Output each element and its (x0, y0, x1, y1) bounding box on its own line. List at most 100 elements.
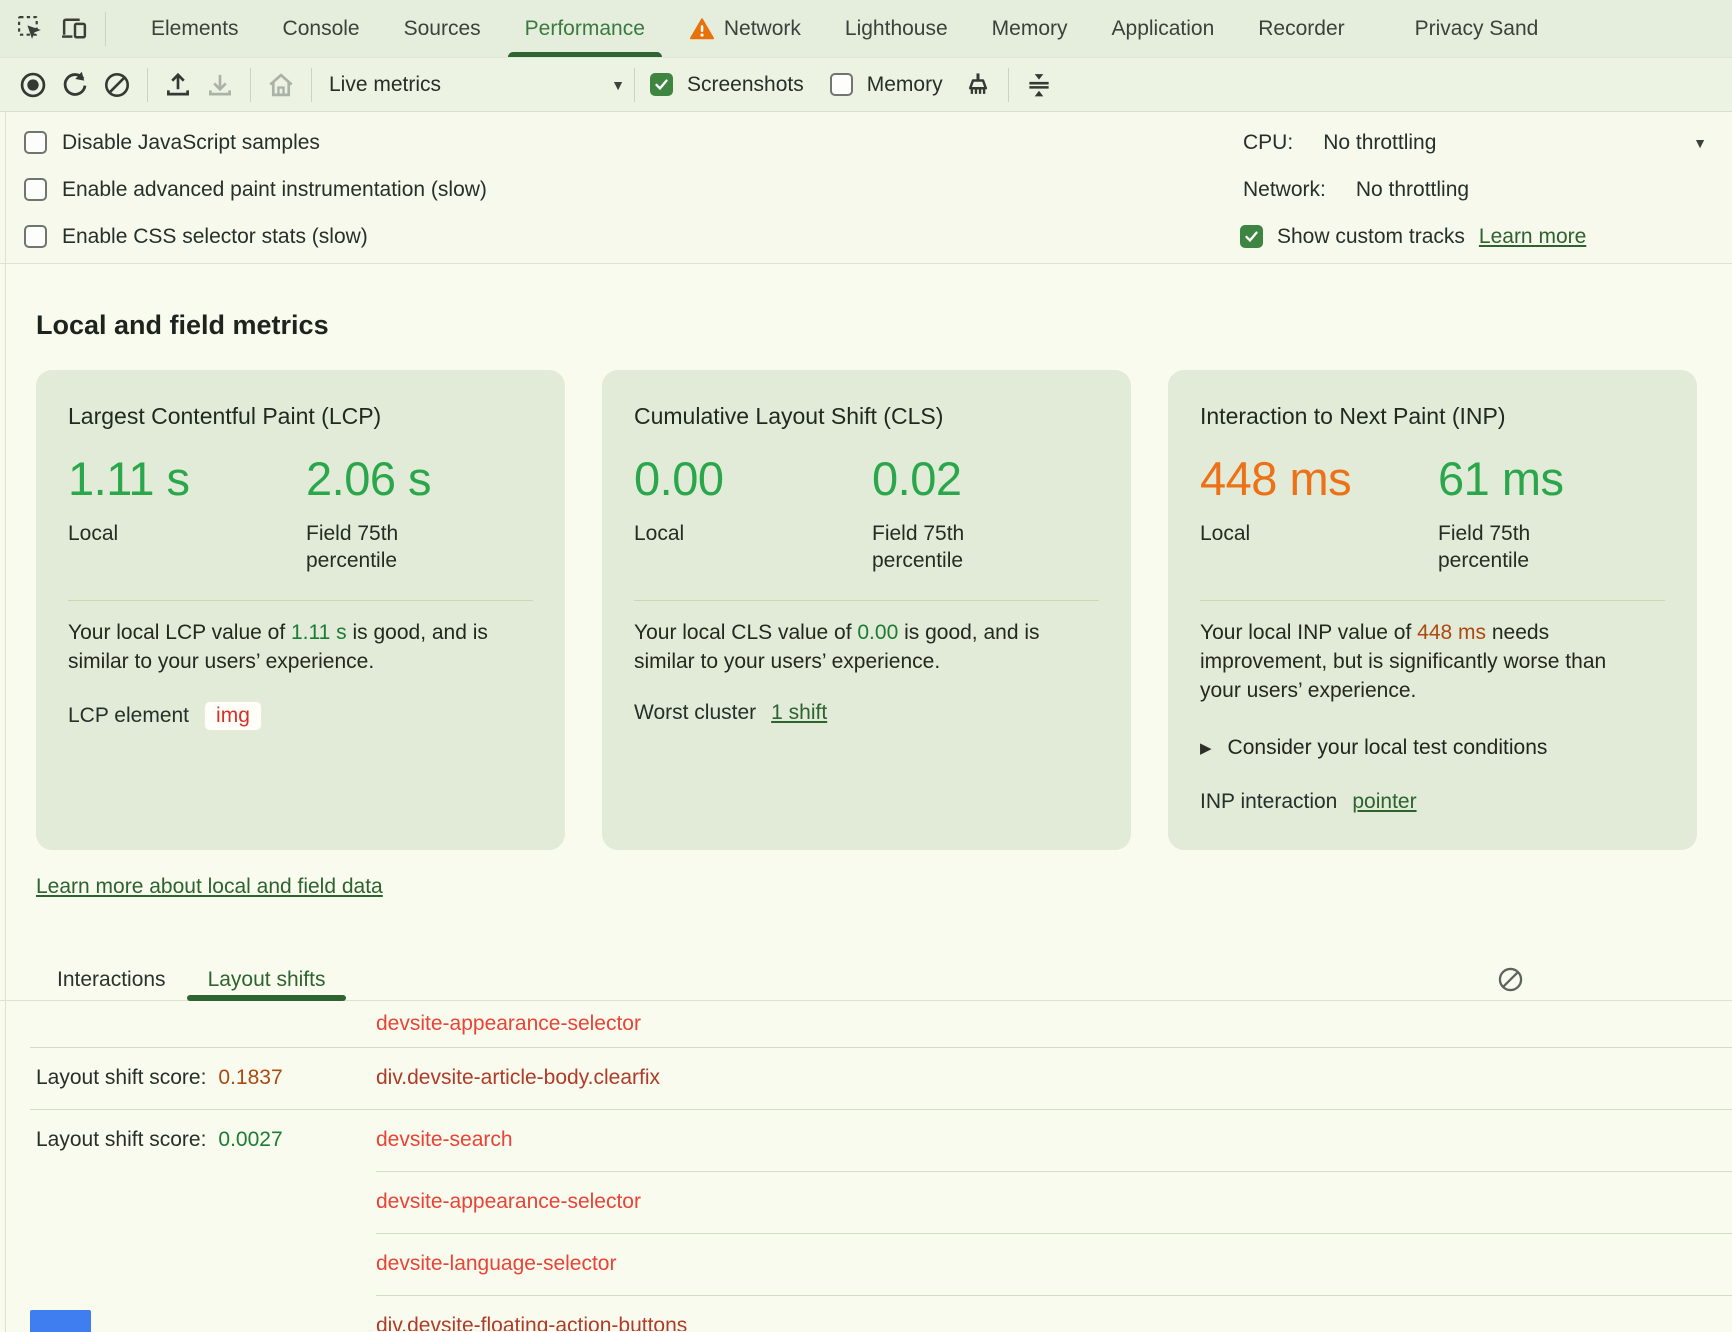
toolbar-divider (105, 12, 106, 46)
cls-card-title: Cumulative Layout Shift (CLS) (634, 403, 1099, 430)
inp-local-conditions-disclosure[interactable]: ▶ Consider your local test conditions (1200, 736, 1665, 760)
throttling-settings: CPU: No throttling ▼ Network: No throttl… (1243, 119, 1713, 260)
tab-sources[interactable]: Sources (382, 0, 503, 57)
inp-card-title: Interaction to Next Paint (INP) (1200, 403, 1665, 430)
save-profile-button[interactable] (199, 64, 241, 106)
active-tab-underline (508, 52, 662, 57)
lcp-element-node-chip[interactable]: img (204, 701, 262, 731)
inp-card: Interaction to Next Paint (INP) 448 ms L… (1168, 370, 1697, 850)
memory-toggle[interactable]: Memory (830, 73, 943, 97)
clear-log-button[interactable] (1496, 965, 1525, 994)
cls-worst-cluster-link[interactable]: 1 shift (771, 701, 827, 725)
layout-shift-row[interactable]: Layout shift score: 0.1837 div.devsite-a… (0, 1047, 1732, 1109)
tab-application[interactable]: Application (1090, 0, 1237, 57)
tab-label: Interactions (57, 968, 166, 992)
collect-garbage-button[interactable] (957, 64, 999, 106)
layout-shift-row[interactable]: div.devsite-floating-action-buttons (0, 1295, 1732, 1331)
record-button[interactable] (12, 64, 54, 106)
screenshots-label: Screenshots (687, 73, 804, 97)
advanced-paint-checkbox[interactable] (24, 178, 47, 201)
tab-label: Elements (151, 17, 239, 41)
inp-field-value: 61 ms (1438, 453, 1665, 505)
block-icon (102, 70, 132, 100)
tab-network[interactable]: Network (667, 0, 823, 57)
cls-local-label: Local (634, 520, 779, 547)
network-label: Network: (1243, 178, 1326, 202)
tab-label: Network (724, 17, 801, 41)
cls-desc-value: 0.00 (857, 621, 898, 644)
lcp-desc-text: Your local LCP value of (68, 621, 291, 644)
shift-score-label: Layout shift score: (36, 1128, 206, 1152)
css-selector-stats-checkbox[interactable] (24, 225, 47, 248)
network-throttling-select[interactable]: No throttling (1356, 178, 1469, 202)
screenshots-toggle[interactable]: Screenshots (650, 73, 804, 97)
tab-privacy-sandbox[interactable]: Privacy Sand (1393, 0, 1561, 57)
cpu-throttling-select[interactable]: No throttling (1323, 131, 1436, 155)
selection-fragment (30, 1310, 91, 1332)
clear-button[interactable] (96, 64, 138, 106)
load-profile-button[interactable] (157, 64, 199, 106)
memory-checkbox[interactable] (830, 73, 853, 96)
lcp-desc-value: 1.11 s (291, 621, 347, 644)
inp-local-value: 448 ms (1200, 453, 1438, 505)
card-separator (1200, 600, 1665, 601)
tab-performance[interactable]: Performance (503, 0, 667, 57)
learn-more-local-field-link[interactable]: Learn more about local and field data (36, 875, 383, 899)
toolbar-divider (147, 68, 148, 102)
custom-tracks-checkbox[interactable] (1240, 225, 1263, 248)
card-separator (634, 600, 1099, 601)
tab-interactions[interactable]: Interactions (36, 959, 187, 1000)
cls-worst-cluster-label: Worst cluster (634, 701, 756, 725)
inp-interaction-link[interactable]: pointer (1352, 790, 1416, 814)
inspect-cursor-icon (16, 14, 45, 43)
advanced-paint-label: Enable advanced paint instrumentation (s… (62, 178, 487, 202)
collapse-panel-button[interactable] (1018, 64, 1060, 106)
custom-tracks-row[interactable]: Show custom tracks Learn more (1243, 213, 1713, 260)
performance-toolbar: Live metrics ▼ Screenshots Memory (0, 58, 1732, 112)
tab-recorder[interactable]: Recorder (1236, 0, 1366, 57)
row-separator (376, 1295, 1732, 1296)
circle-slash-icon (1496, 965, 1525, 994)
cls-local-value: 0.00 (634, 453, 872, 505)
layout-shift-row[interactable]: Layout shift score: 0.0027 devsite-searc… (0, 1109, 1732, 1171)
tab-label: Memory (992, 17, 1068, 41)
tab-memory[interactable]: Memory (970, 0, 1090, 57)
record-and-reload-button[interactable] (54, 64, 96, 106)
inp-field-label: Field 75th percentile (1438, 520, 1583, 574)
live-metrics-log-tabs: Interactions Layout shifts (0, 959, 1732, 1001)
disable-js-samples-checkbox[interactable] (24, 131, 47, 154)
custom-tracks-learn-more-link[interactable]: Learn more (1479, 225, 1586, 249)
shift-node-link[interactable]: div.devsite-floating-action-buttons (376, 1314, 687, 1331)
history-select[interactable]: Live metrics ▼ (329, 73, 625, 97)
lcp-card-title: Largest Contentful Paint (LCP) (68, 403, 533, 430)
inspect-element-button[interactable] (8, 7, 52, 51)
inp-desc-value: 448 ms (1417, 621, 1486, 644)
layout-shift-row[interactable]: devsite-appearance-selector (0, 1171, 1732, 1233)
cls-card: Cumulative Layout Shift (CLS) 0.00 Local… (602, 370, 1131, 850)
tab-elements[interactable]: Elements (129, 0, 261, 57)
tab-label: Performance (525, 17, 645, 41)
toggle-device-toolbar-button[interactable] (52, 7, 96, 51)
tab-layout-shifts[interactable]: Layout shifts (187, 959, 347, 1000)
row-separator (376, 1233, 1732, 1234)
shift-node-link[interactable]: div.devsite-article-body.clearfix (376, 1066, 660, 1090)
cls-field-label: Field 75th percentile (872, 520, 1017, 574)
shift-node-link[interactable]: devsite-appearance-selector (376, 1190, 641, 1214)
chevron-down-icon[interactable]: ▼ (1693, 135, 1707, 151)
layout-shift-row[interactable]: devsite-appearance-selector (0, 1001, 1732, 1047)
shift-node-link[interactable]: devsite-search (376, 1128, 513, 1152)
shift-node-link[interactable]: devsite-language-selector (376, 1252, 616, 1276)
tab-lighthouse[interactable]: Lighthouse (823, 0, 970, 57)
shift-score-value: 0.0027 (218, 1128, 282, 1152)
inp-description: Your local INP value of 448 ms needs imp… (1200, 618, 1648, 705)
layout-shift-row[interactable]: devsite-language-selector (0, 1233, 1732, 1295)
cls-desc-text: Your local CLS value of (634, 621, 857, 644)
shift-node-link[interactable]: devsite-appearance-selector (376, 1012, 641, 1036)
metric-cards: Largest Contentful Paint (LCP) 1.11 s Lo… (36, 370, 1732, 850)
screenshots-checkbox[interactable] (650, 73, 673, 96)
back-to-live-metrics-button[interactable] (260, 64, 302, 106)
toolbar-divider (250, 68, 251, 102)
lcp-element-label: LCP element (68, 704, 189, 728)
row-separator (30, 1109, 1732, 1110)
tab-console[interactable]: Console (261, 0, 382, 57)
